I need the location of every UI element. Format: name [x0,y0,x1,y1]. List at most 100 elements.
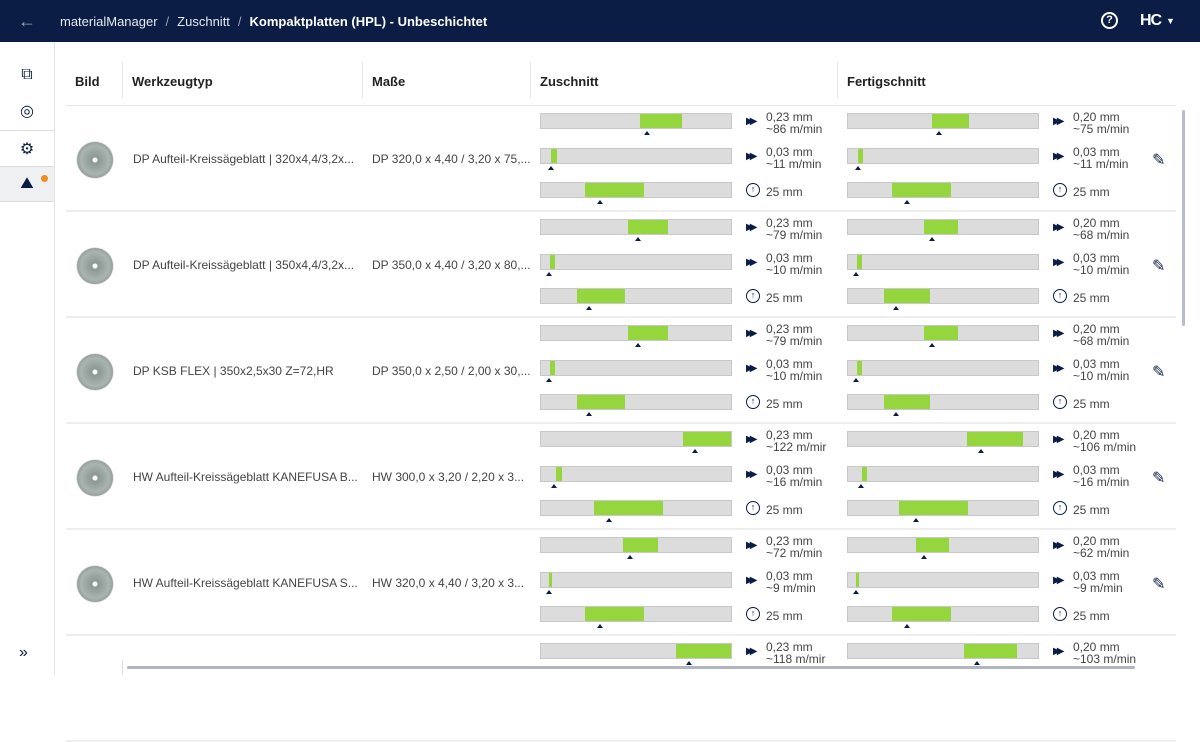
fertigschnitt-feed-feed-value: 0,20 mm [1073,322,1120,336]
zuschnitt-feed2-range-bar [540,466,732,488]
table-row[interactable]: DP KSB FLEX | 350x2,5x30 Z=72,HR DP 350,0… [66,318,1176,424]
fertigschnitt-feed-speed-value: ~68 m/min [1073,334,1130,348]
fast-forward-icon: ▶▶ [746,575,758,586]
current-value-marker [854,166,861,170]
table-row[interactable]: HW Aufteil-Kreissägeblatt KANEFUSA B... H… [66,424,1176,530]
fertigschnitt-feed-speed-value: ~106 m/min [1073,440,1137,454]
fertigschnitt-feed2-feed-value: 0,03 mm [1073,357,1120,371]
current-value-marker [903,624,910,628]
chevron-down-icon[interactable]: ▼ [1166,16,1175,26]
current-value-marker [852,590,859,594]
recommended-range-fill [916,538,949,552]
horizontal-scrollbar[interactable] [127,666,1135,669]
help-icon[interactable]: ? [1101,12,1118,29]
sidebar-item-monitor[interactable]: ⧉ [0,57,54,93]
fast-forward-icon: ▶▶ [746,434,758,445]
edit-pencil-icon[interactable]: ✎ [1152,152,1166,169]
zuschnitt-feed2-feed-value: 0,03 mm [766,251,813,265]
arrow-up-circle-icon: ↑ [1053,607,1067,621]
table-row[interactable]: DP Aufteil-Kreissägeblatt | 320x4,4/3,2x… [66,106,1176,212]
fast-forward-icon: ▶▶ [1053,116,1065,127]
fast-forward-icon: ▶▶ [746,646,758,657]
zuschnitt-feed2-range-bar [540,148,732,170]
fertigschnitt-feed2-speed-value: ~10 m/min [1073,369,1130,383]
fast-forward-icon: ▶▶ [746,151,758,162]
brand-logo[interactable]: HC [1140,12,1162,29]
fertigschnitt-feed-range-bar [847,325,1039,347]
current-value-marker [903,200,910,204]
arrow-up-circle-icon: ↑ [1053,395,1067,409]
zuschnitt-feed-speed-value: ~79 m/min [766,228,823,242]
zuschnitt-feed-feed-value: 0,23 mm [766,110,813,124]
fertigschnitt-feed-speed-value: ~103 m/min [1073,652,1137,666]
recommended-range-fill [549,361,555,375]
zuschnitt-feed2-feed-value: 0,03 mm [766,463,813,477]
tool-type: DP KSB FLEX | 350x2,5x30 Z=72,HR [133,364,334,378]
zuschnitt-feed2-speed-value: ~10 m/min [766,263,823,277]
fertigschnitt-feed-speed-value: ~62 m/min [1073,546,1130,560]
fertigschnitt-feed2-range-bar [847,360,1039,382]
edit-pencil-icon[interactable]: ✎ [1152,258,1166,275]
fast-forward-icon: ▶▶ [746,257,758,268]
recommended-range-fill [862,467,867,481]
current-value-marker [606,518,613,522]
zuschnitt-feed-feed-value: 0,23 mm [766,640,813,654]
edit-pencil-icon[interactable]: ✎ [1152,470,1166,487]
column-header-werkzeugtyp[interactable]: Werkzeugtyp [122,62,362,98]
table-row[interactable]: ▶▶ 0,23 mm ~118 m/mir ▶▶ 0,20 mm ~103 m/min [66,636,1176,742]
fast-forward-icon: ▶▶ [746,116,758,127]
breadcrumb-materialmanager[interactable]: materialManager [60,14,158,29]
column-header-zuschnitt: Zuschnitt [530,62,837,98]
zuschnitt-feed-feed-value: 0,23 mm [766,428,813,442]
zuschnitt-feed-feed-value: 0,23 mm [766,322,813,336]
zuschnitt-feed-speed-value: ~118 m/mir [766,652,826,666]
fast-forward-icon: ▶▶ [746,363,758,374]
fast-forward-icon: ▶▶ [746,222,758,233]
recommended-range-fill [584,183,644,197]
fast-forward-icon: ▶▶ [746,469,758,480]
edit-pencil-icon[interactable]: ✎ [1152,576,1166,593]
recommended-range-fill [594,501,663,515]
material-roll-icon: ◎ [20,103,34,120]
arrow-up-circle-icon: ↑ [1053,501,1067,515]
current-value-marker [627,555,634,559]
zuschnitt-feed2-speed-value: ~11 m/min [766,157,822,171]
fertigschnitt-feed-speed-value: ~75 m/min [1073,122,1130,136]
expand-sidebar-icon[interactable]: » [19,644,28,661]
sidebar-item-material[interactable]: ◎ [0,93,54,129]
zuschnitt-overhang-range-bar [540,500,732,522]
zuschnitt-overhang-value: 25 mm [766,609,803,623]
sidebar: ⧉ ◎ ⚙ ⛰ » [0,42,55,675]
zuschnitt-feed2-speed-value: ~16 m/min [766,475,823,489]
current-value-marker [974,661,981,665]
column-header-fertigschnitt: Fertigschnitt [837,62,1137,98]
vertical-scrollbar[interactable] [1182,110,1185,326]
column-header-masse[interactable]: Maße [362,62,530,98]
back-arrow-icon[interactable]: ← [18,11,36,31]
fertigschnitt-feed2-range-bar [847,148,1039,170]
recommended-range-fill [884,395,930,409]
fast-forward-icon: ▶▶ [1053,151,1065,162]
fast-forward-icon: ▶▶ [1053,540,1065,551]
breadcrumb-separator: / [237,14,242,29]
zuschnitt-feed-feed-value: 0,23 mm [766,534,813,548]
current-value-marker [586,412,593,416]
table-row[interactable]: DP Aufteil-Kreissägeblatt | 350x4,4/3,2x… [66,212,1176,318]
table-row[interactable]: HW Aufteil-Kreissägeblatt KANEFUSA S... H… [66,530,1176,636]
fertigschnitt-feed-speed-value: ~68 m/min [1073,228,1130,242]
arrow-up-circle-icon: ↑ [746,395,760,409]
current-value-marker [634,343,641,347]
arrow-up-circle-icon: ↑ [746,289,760,303]
zuschnitt-feed2-range-bar [540,360,732,382]
current-value-marker [892,412,899,416]
sidebar-item-settings[interactable]: ⚙ [0,130,54,166]
current-value-marker [978,449,984,453]
recommended-range-fill [577,289,625,303]
current-value-marker [545,272,552,276]
edit-pencil-icon[interactable]: ✎ [1152,364,1166,381]
fertigschnitt-feed-feed-value: 0,20 mm [1073,110,1120,124]
sidebar-item-saw[interactable]: ⛰ [0,166,54,202]
breadcrumb-zuschnitt[interactable]: Zuschnitt [177,14,230,29]
fast-forward-icon: ▶▶ [746,328,758,339]
fertigschnitt-feed-range-bar [847,113,1039,135]
